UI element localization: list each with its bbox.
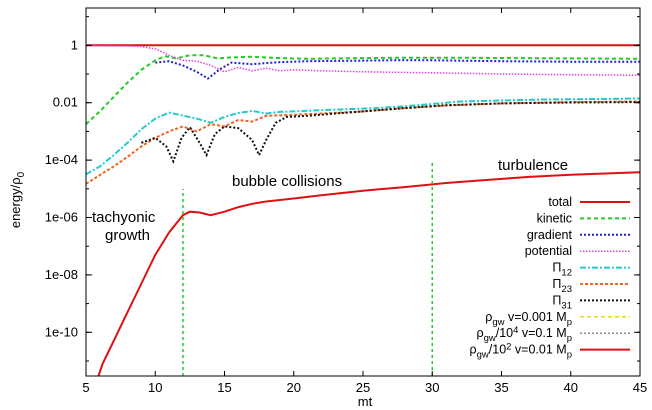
legend-label-7: Π31 bbox=[552, 293, 572, 311]
y-axis-label-sub: 0 bbox=[16, 171, 27, 177]
series-line-12 bbox=[86, 97, 640, 176]
series-line-gw-10-2-v-0-01-mp bbox=[97, 171, 640, 376]
legend-label-5: Π12 bbox=[552, 261, 572, 279]
y-tick-label: 1e-10 bbox=[45, 324, 78, 339]
legend-label-9: ρgw/104 v=0.1 Mp bbox=[476, 325, 572, 344]
series-line-23 bbox=[86, 100, 640, 185]
legend-label-2: kinetic bbox=[537, 211, 572, 225]
x-tick-label: 40 bbox=[564, 380, 578, 395]
y-axis-label: energy/ρ0 bbox=[8, 171, 27, 228]
annotation-tachyonic: tachyonic bbox=[92, 209, 156, 226]
series-line-potential bbox=[86, 44, 640, 77]
y-tick-label: 1e-08 bbox=[45, 267, 78, 282]
legend-label-6: Π23 bbox=[552, 277, 572, 295]
legend-label-8: ρgw v=0.001 Mp bbox=[485, 310, 572, 328]
legend-label-10: ρgw/102 v=0.01 Mp bbox=[469, 342, 572, 361]
series-line-gradient bbox=[155, 59, 640, 80]
x-tick-label: 45 bbox=[633, 380, 647, 395]
y-axis-label-main: energy/ρ bbox=[8, 177, 23, 228]
series-layer bbox=[86, 44, 640, 376]
annotation-growth: growth bbox=[105, 227, 150, 244]
y-tick-label: 1 bbox=[71, 37, 78, 52]
vline-layer bbox=[182, 160, 433, 376]
x-tick-label: 5 bbox=[82, 380, 89, 395]
x-axis-label: mt bbox=[358, 394, 373, 409]
annotation-turbulence: turbulence bbox=[498, 157, 568, 174]
legend-label-1: total bbox=[548, 195, 572, 209]
x-tick-label: 20 bbox=[287, 380, 301, 395]
legend-label-4: potential bbox=[525, 244, 572, 258]
x-tick-label: 15 bbox=[217, 380, 231, 395]
series-line-31 bbox=[141, 101, 640, 165]
legend-label-3: gradient bbox=[527, 228, 573, 242]
legend: totalkineticgradientpotentialΠ12Π23Π31ρg… bbox=[469, 195, 630, 361]
y-tick-label: 1e-04 bbox=[45, 152, 78, 167]
annotation-bubble-collisions: bubble collisions bbox=[232, 173, 342, 190]
y-tick-label: 0.01 bbox=[53, 95, 78, 110]
tick-layer: 5 10 15 20 25 30 35 40 45 1 0.01 1e-04 1e-06 1e-08 1e-… bbox=[45, 8, 647, 395]
y-tick-label: 1e-06 bbox=[45, 210, 78, 225]
x-tick-label: 25 bbox=[356, 380, 370, 395]
x-tick-label: 10 bbox=[148, 380, 162, 395]
x-tick-label: 30 bbox=[425, 380, 439, 395]
series-line-kinetic bbox=[86, 54, 640, 125]
x-tick-label: 35 bbox=[494, 380, 508, 395]
